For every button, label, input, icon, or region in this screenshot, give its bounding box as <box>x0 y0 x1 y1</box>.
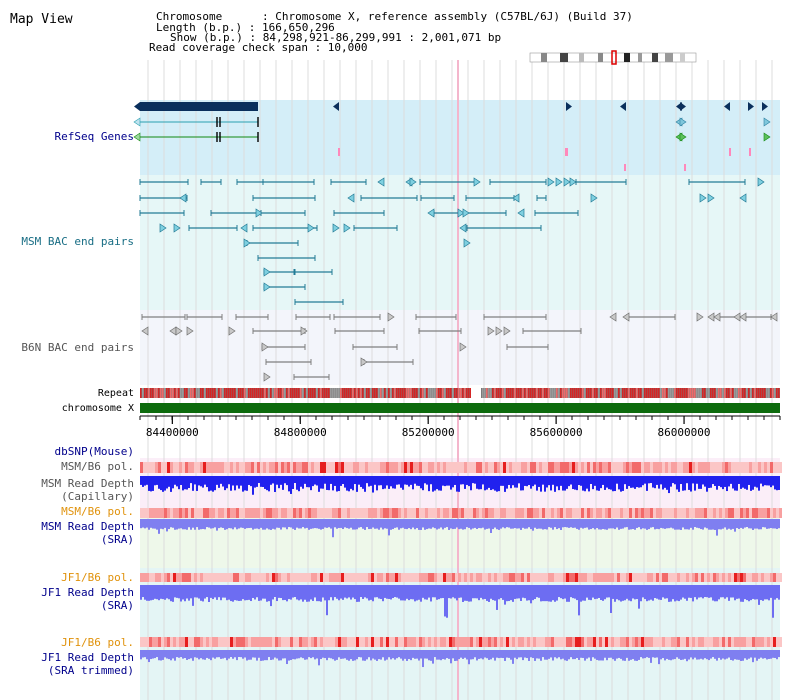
axis-tick-label: 84800000 <box>274 426 327 439</box>
label-jf1-pol-1[interactable]: JF1/B6 pol. <box>61 571 134 584</box>
label-msm-bac[interactable]: MSM BAC end pairs <box>21 235 134 248</box>
header-coverage: Read coverage check span : 10,000 <box>149 41 368 54</box>
label-repeat[interactable]: Repeat <box>98 388 134 399</box>
label-b6n-bac[interactable]: B6N BAC end pairs <box>21 341 134 354</box>
label-msm-pol-2[interactable]: MSM/B6 pol. <box>61 505 134 518</box>
header-length: Length (b.p.) : 166,650,296 <box>156 21 335 34</box>
label-dbsnp[interactable]: dbSNP(Mouse) <box>55 445 134 458</box>
msm-bac-track-bg <box>140 175 780 310</box>
label-msm-depth-sra-sub: (SRA) <box>101 533 134 546</box>
ideogram-position-marker <box>611 50 617 65</box>
header-show: Show (b.p.) : 84,298,921-86,299,991 : 2,… <box>170 31 501 44</box>
label-jf1-depth-trimmed[interactable]: JF1 Read Depth <box>41 651 134 664</box>
axis-tick-label: 84400000 <box>146 426 199 439</box>
label-msm-pol-1[interactable]: MSM/B6 pol. <box>61 460 134 473</box>
axis-tick-label: 86000000 <box>658 426 711 439</box>
panel-title: Map View <box>10 12 73 27</box>
read-depth-tracks[interactable] <box>140 476 780 668</box>
label-jf1-pol-2[interactable]: JF1/B6 pol. <box>61 636 134 649</box>
chromosome-ideogram[interactable] <box>529 50 697 65</box>
label-refseq-genes[interactable]: RefSeq Genes <box>55 130 134 143</box>
refseq-gene-features[interactable] <box>133 102 771 171</box>
chromosome-bar[interactable] <box>140 403 780 413</box>
label-msm-depth-capillary-sub: (Capillary) <box>61 490 134 503</box>
axis-tick-label: 85200000 <box>402 426 455 439</box>
label-jf1-depth-sra-sub: (SRA) <box>101 599 134 612</box>
label-msm-depth-sra[interactable]: MSM Read Depth <box>41 520 134 533</box>
b6n-bac-pairs[interactable] <box>141 312 778 382</box>
repeat-track[interactable] <box>140 388 780 398</box>
header-chromosome: Chromosome : Chromosome X, reference ass… <box>156 10 633 23</box>
label-chromosome[interactable]: chromosome X <box>62 403 134 414</box>
label-jf1-depth-sra[interactable]: JF1 Read Depth <box>41 586 134 599</box>
polymorphism-tracks[interactable] <box>140 462 782 647</box>
axis-tick-label: 85600000 <box>530 426 583 439</box>
label-jf1-depth-trimmed-sub: (SRA trimmed) <box>48 664 134 677</box>
msm-bac-pairs[interactable] <box>139 177 765 305</box>
label-msm-depth-capillary[interactable]: MSM Read Depth <box>41 477 134 490</box>
genomic-axis: 84400000 84800000 85200000 85600000 86000000 <box>139 415 781 439</box>
